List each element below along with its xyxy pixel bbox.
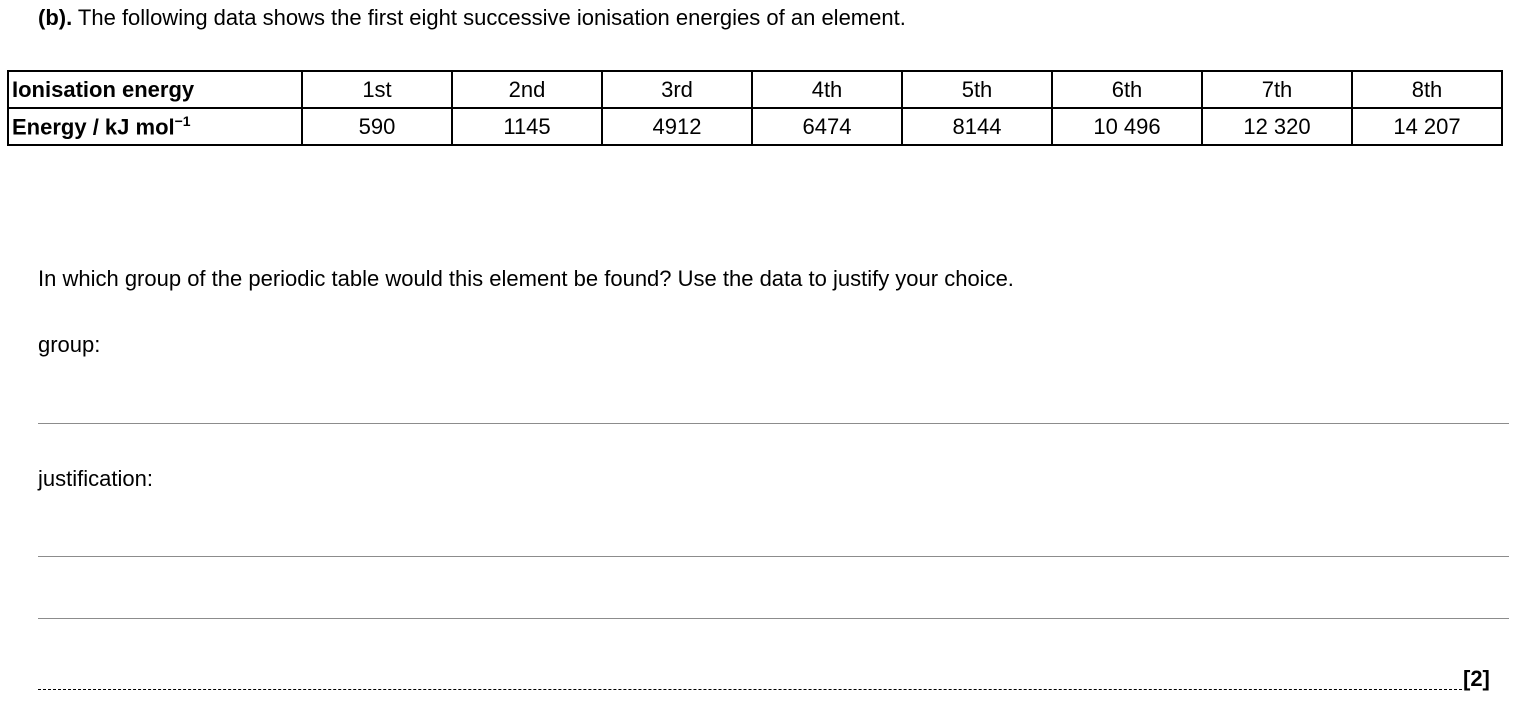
row-header-ionisation-energy: Ionisation energy [7,70,303,109]
table-cell-order: 8th [1351,70,1503,109]
table-cell-order: 5th [901,70,1053,109]
table-cell-energy: 6474 [751,107,903,146]
marks-label: [2] [1463,666,1490,691]
intro-sentence: The following data shows the first eight… [77,5,906,30]
table-cell-order: 3rd [601,70,753,109]
justification-answer-line-2[interactable] [38,618,1509,619]
justification-answer-line-3[interactable] [38,689,1462,690]
table-cell-energy: 590 [301,107,453,146]
justification-answer-line-1[interactable] [38,556,1509,557]
justification-label: justification: [38,466,153,491]
table-cell-energy: 8144 [901,107,1053,146]
table-cell-order: 7th [1201,70,1353,109]
table-cell-order: 2nd [451,70,603,109]
table-row-energies: Energy / kJ mol−1 590 1145 4912 6474 814… [7,107,1503,146]
row-header-energy-exponent: −1 [174,113,191,130]
table-row-orders: Ionisation energy 1st 2nd 3rd 4th 5th 6t… [7,70,1503,109]
intro-text: (b). The following data shows the first … [38,4,906,32]
row-header-energy: Energy / kJ mol−1 [7,107,303,146]
row-header-energy-base: Energy / kJ mol [12,114,175,140]
table-cell-energy: 4912 [601,107,753,146]
group-label: group: [38,332,101,357]
table-cell-energy: 1145 [451,107,603,146]
table-cell-energy: 10 496 [1051,107,1203,146]
table-cell-order: 1st [301,70,453,109]
table-cell-order: 6th [1051,70,1203,109]
table-cell-energy: 14 207 [1351,107,1503,146]
part-label: (b). [38,5,73,30]
ionisation-energy-table: Ionisation energy 1st 2nd 3rd 4th 5th 6t… [7,70,1503,146]
group-answer-line[interactable] [38,423,1509,424]
table-cell-order: 4th [751,70,903,109]
question-text: In which group of the periodic table wou… [38,266,1014,291]
table-cell-energy: 12 320 [1201,107,1353,146]
